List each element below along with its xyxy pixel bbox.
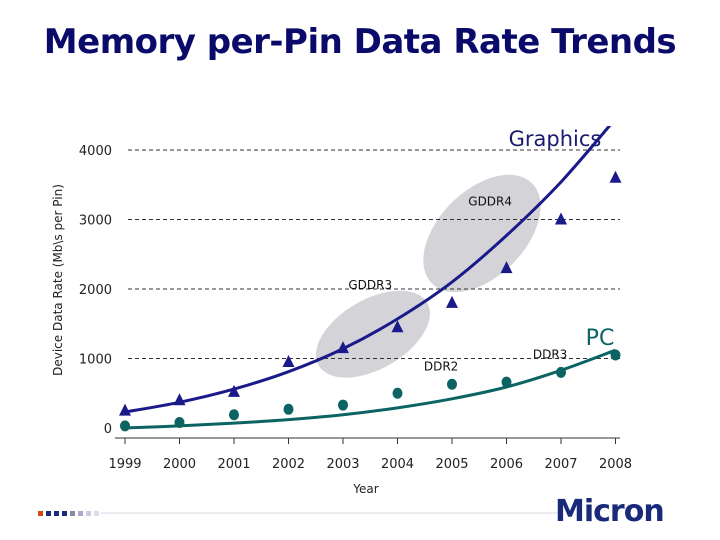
annotation-ddr3: DDR3 [533,348,567,362]
highlight-ellipse-1 [423,174,541,293]
graphics-point [228,384,240,397]
x-tick-label: 2002 [272,457,305,472]
dot [94,511,99,516]
x-tick-label: 2000 [163,457,196,472]
x-tick-label: 2007 [544,457,577,472]
y-tick-label: 0 [104,422,112,437]
pc-point [610,349,621,361]
page-title: Memory per-Pin Data Rate Trends [43,22,677,62]
x-tick-label: 2005 [435,457,468,472]
x-tick-label: 2008 [599,457,632,472]
trend-line-pc [124,348,617,430]
pc-point [120,420,130,432]
pc-point [283,403,294,415]
trend-lines [124,126,617,430]
x-tick-label: 1999 [108,457,141,472]
graphics-point [555,212,567,225]
graphics-point [609,170,622,183]
x-tick-label: 2001 [217,457,250,472]
pc-point [392,387,403,399]
pc-point [338,399,348,411]
dot [86,511,91,516]
micron-logo: Micron [555,494,665,529]
pc-point [229,409,239,421]
dot [54,511,59,516]
annotation-gddr3: GDDR3 [348,278,392,292]
dot [38,511,43,516]
pc-point [174,416,185,428]
gridlines [128,149,620,359]
dot [62,511,67,516]
graphics-point [119,403,131,416]
trend-line-graphics [124,126,612,414]
y-tick-label: 4000 [79,144,112,159]
graphics-point [391,320,404,333]
dot [78,511,83,516]
pc-point [556,366,566,378]
y-tick-label: 2000 [79,283,112,298]
dot [46,511,51,516]
pc-point [447,378,457,390]
axes [115,437,620,444]
series-label-graphics: Graphics [509,127,602,151]
x-axis-label: Year [352,482,378,496]
pc-point [501,376,512,388]
y-tick-label: 1000 [79,353,112,368]
decorative-dots [38,511,560,516]
annotation-gddr4: GDDR4 [468,195,512,209]
annotation-ddr2: DDR2 [424,359,458,373]
x-tick-label: 2006 [490,457,523,472]
y-tick-label: 3000 [79,214,112,229]
y-axis-label: Device Data Rate (Mb\s per Pin) [51,184,65,376]
graphics-point [337,341,349,354]
graphics-point [500,261,513,274]
x-tick-label: 2004 [381,457,414,472]
dot [70,511,75,516]
graphics-point [446,295,458,308]
data-points [119,170,622,432]
x-tick-label: 2003 [326,457,359,472]
graphics-point [282,354,295,367]
graphics-point [173,393,186,406]
chart-labels: 0 1000 2000 3000 4000 1999 2000 2001 2002 2003 200… [51,127,632,496]
series-label-pc: PC [586,326,615,351]
